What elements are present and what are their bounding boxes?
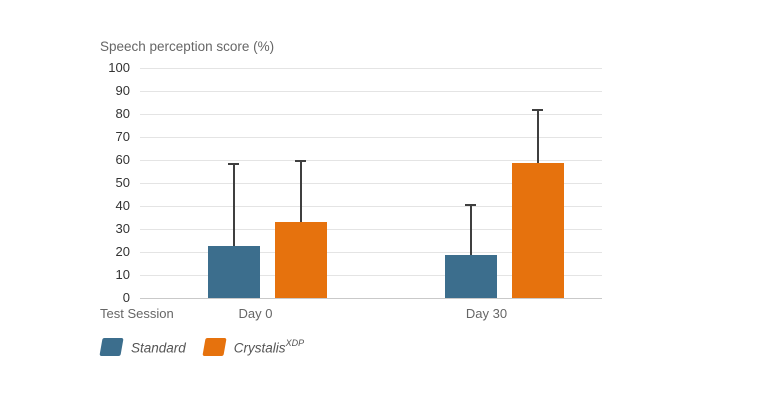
gridline	[140, 183, 602, 184]
y-tick-label: 40	[115, 198, 130, 213]
gridline	[140, 252, 602, 253]
y-tick-label: 90	[115, 83, 130, 98]
error-bar-standard-day-0	[232, 163, 235, 247]
error-bar-cap-standard-day-30	[465, 203, 476, 206]
y-tick-label: 70	[115, 129, 130, 144]
legend-item-standard[interactable]: Standard	[99, 338, 186, 356]
y-tick-label: 60	[115, 152, 130, 167]
gridline	[140, 114, 602, 115]
bar-crystalis-xdp-day-30	[511, 163, 564, 298]
gridline	[140, 137, 602, 138]
y-tick-label: 50	[115, 175, 130, 190]
gridline	[140, 206, 602, 207]
chart-title: Speech perception score (%)	[100, 39, 275, 54]
error-bar-cap-crystalis-xdp-day-0	[295, 160, 306, 162]
legend-label-standard: Standard	[131, 340, 186, 356]
bar-crystalis-xdp-day-0	[274, 222, 327, 298]
error-bar-cap-crystalis-xdp-day-30	[532, 109, 543, 112]
y-tick-label: 20	[115, 244, 130, 259]
legend-item-crystalis-xdp[interactable]: CrystalisXDP	[202, 337, 305, 356]
bar-standard-day-0	[207, 246, 260, 298]
legend-label-crystalis-xdp: CrystalisXDP	[233, 337, 305, 356]
error-bar-crystalis-xdp-day-0	[299, 160, 302, 223]
y-tick-label: 80	[115, 106, 130, 121]
x-axis-title: Test Session	[100, 306, 174, 321]
y-tick-label: 30	[115, 221, 130, 236]
gridline	[140, 91, 602, 92]
y-tick-label: 0	[122, 290, 130, 305]
legend-swatch-standard	[99, 338, 124, 356]
error-bar-standard-day-30	[469, 203, 472, 256]
y-tick-label: 10	[115, 267, 130, 282]
gridline	[140, 275, 602, 276]
error-bar-cap-standard-day-0	[228, 163, 239, 166]
gridline	[140, 68, 602, 69]
legend-swatch-crystalis-xdp	[202, 338, 227, 356]
x-axis-line	[140, 298, 602, 299]
gridline	[140, 229, 602, 230]
x-category-label-day-30: Day 30	[465, 306, 508, 321]
bar-standard-day-30	[444, 255, 497, 298]
legend: Standard CrystalisXDP	[99, 337, 305, 356]
gridline	[140, 160, 602, 161]
y-tick-label: 100	[108, 60, 130, 75]
error-bar-crystalis-xdp-day-30	[536, 109, 539, 164]
x-category-label-day-0: Day 0	[238, 306, 273, 321]
